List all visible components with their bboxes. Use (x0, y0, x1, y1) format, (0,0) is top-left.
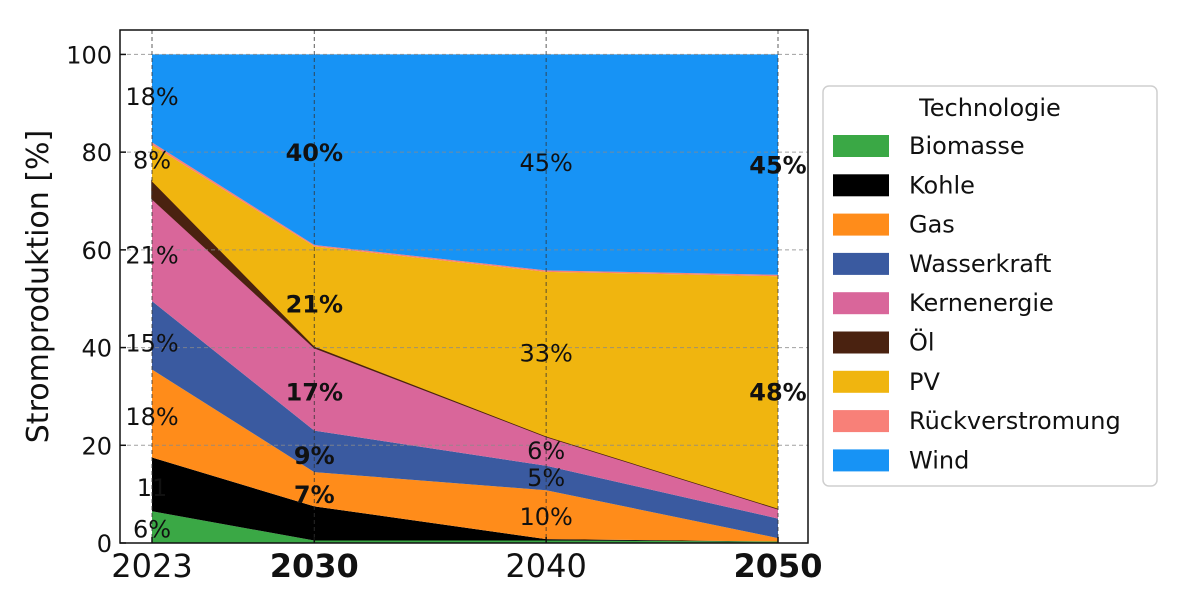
data-label: 21% (125, 242, 178, 270)
legend-label-rueckverstromung: Rückverstromung (909, 407, 1121, 435)
legend-label-oel: Öl (909, 328, 935, 357)
data-label: 5% (527, 464, 565, 492)
x-tick-label: 2023 (111, 547, 192, 585)
data-label: 11 (137, 474, 168, 502)
legend: Technologie Biomasse Kohle Gas Wasserkraft K… (822, 85, 1158, 487)
legend-swatch-biomasse (833, 135, 889, 157)
legend-label-wasserkraft: Wasserkraft (909, 250, 1051, 278)
data-label: 18% (125, 403, 178, 431)
legend-label-kohle: Kohle (909, 171, 975, 199)
legend-swatch-oel (833, 331, 889, 354)
x-tick-label: 2050 (733, 547, 822, 585)
data-label: 45% (519, 149, 572, 177)
legend-swatch-wasserkraft (833, 252, 889, 275)
data-labels: 6%1118%15%21%8%18%7%9%17%21%40%10%5%6%33… (125, 83, 806, 543)
legend-swatch-rueckverstromung (833, 410, 889, 433)
x-tick-label: 2030 (270, 547, 359, 585)
y-tick-label: 40 (81, 335, 112, 363)
area-kohle (152, 457, 778, 542)
data-label: 9% (294, 442, 335, 470)
data-label: 21% (286, 291, 343, 319)
legend-title: Technologie (918, 94, 1061, 122)
data-label: 18% (125, 83, 178, 111)
legend-box (822, 85, 1158, 487)
legend-label-gas: Gas (909, 211, 955, 239)
legend-label-wind: Wind (909, 446, 969, 474)
plot-frame (119, 29, 809, 544)
data-label: 8% (133, 146, 171, 174)
legend-items: Biomasse Kohle Gas Wasserkraft Kernenergie Öl… (833, 132, 1121, 474)
area-wasserkraft (152, 301, 778, 539)
y-tick-label: 60 (81, 237, 112, 265)
x-axis-ticks: 2023 2030 2040 2050 (111, 537, 823, 585)
legend-swatch-kohle (833, 174, 889, 197)
legend-swatch-gas (833, 213, 889, 236)
data-label: 45% (749, 151, 806, 179)
legend-swatch-kernenergie (833, 292, 889, 315)
y-tick-label: 80 (81, 139, 112, 167)
area-rueckverstromung (152, 142, 778, 277)
area-gas (152, 369, 778, 542)
area-wind (152, 54, 778, 275)
data-label: 17% (286, 379, 343, 407)
data-label: 40% (286, 139, 343, 167)
data-label: 7% (294, 481, 335, 509)
y-axis-ticks: 0 20 40 60 80 100 (66, 41, 126, 558)
y-tick-label: 0 (97, 530, 112, 558)
y-tick-label: 100 (66, 41, 112, 69)
data-label: 6% (527, 437, 565, 465)
x-tick-label: 2040 (505, 547, 586, 585)
legend-label-kernenergie: Kernenergie (909, 289, 1054, 317)
legend-label-biomasse: Biomasse (909, 132, 1025, 160)
data-label: 48% (749, 379, 806, 407)
area-layers (151, 54, 779, 543)
legend-label-pv: PV (909, 368, 940, 396)
legend-swatch-wind (833, 449, 889, 472)
data-label: 33% (519, 339, 572, 367)
y-tick-label: 20 (81, 432, 112, 460)
area-kernenergie (152, 198, 778, 519)
legend-swatch-pv (833, 370, 889, 393)
area-biomasse (152, 511, 778, 543)
area-pv (152, 144, 778, 509)
y-axis-label: Stromproduktion [%] (21, 130, 56, 443)
data-label: 10% (519, 503, 572, 531)
data-label: 15% (125, 330, 178, 358)
data-label: 6% (133, 515, 171, 543)
